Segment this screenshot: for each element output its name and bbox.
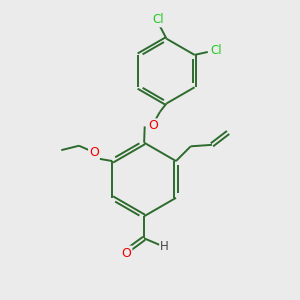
Text: H: H	[160, 240, 169, 253]
Text: O: O	[89, 146, 99, 159]
Text: Cl: Cl	[153, 14, 164, 26]
Text: O: O	[148, 119, 158, 132]
Text: Cl: Cl	[210, 44, 222, 57]
Text: O: O	[122, 247, 131, 260]
